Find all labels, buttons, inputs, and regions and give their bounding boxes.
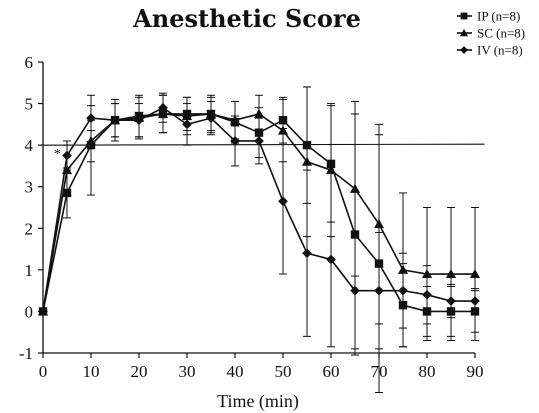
data-point [398,285,408,296]
reference-line-layer: * [42,143,485,162]
data-point [38,306,48,317]
y-tick-label: 6 [25,53,34,72]
legend-label: IP (n=8) [477,9,520,24]
x-tick-label: 50 [275,362,292,381]
x-tick-label: 0 [39,362,48,381]
y-tick-label: 0 [25,302,34,321]
significance-annotation: * [54,147,61,162]
x-tick-label: 90 [467,362,484,381]
data-point [206,113,216,123]
y-tick-label: 2 [25,219,34,238]
data-point [230,136,240,146]
y-tick-label: -1 [19,344,33,363]
x-tick-label: 60 [323,362,340,381]
data-point [373,219,385,229]
series-diamond [38,92,480,350]
legend-marker [459,28,469,37]
x-tick-label: 20 [131,362,148,381]
y-tick-label: 5 [25,95,34,114]
series-layer [37,86,481,393]
data-point [134,115,144,126]
legend-marker [460,46,468,54]
x-tick-label: 40 [227,362,244,381]
legend-marker [460,12,468,20]
data-point [254,136,264,146]
data-point [86,113,96,123]
legend-label: IV (n=8) [477,43,523,58]
y-tick-label: 4 [25,136,34,155]
data-point [469,268,481,279]
reference-line [42,143,485,146]
y-tick-label: 1 [25,261,34,280]
data-point [326,254,336,265]
x-tick-label: 10 [83,362,100,381]
legend: IP (n=8) SC (n=8) IV (n=8) [457,9,525,58]
data-point [301,156,313,166]
data-point [470,296,480,306]
x-axis-label: Time (min) [217,391,299,412]
data-point [374,285,384,296]
data-point [158,102,168,113]
data-point [349,183,361,193]
chart-title: Anesthetic Score [132,4,361,33]
data-point [446,296,456,306]
data-point [422,289,432,300]
y-tick-label: 3 [25,178,34,197]
data-point [350,285,360,296]
data-point [253,108,265,118]
data-point [278,196,288,207]
data-point [302,248,312,259]
data-point [445,268,457,279]
x-tick-label: 30 [179,362,196,381]
data-point [110,115,120,126]
data-point [62,150,72,161]
legend-label: SC (n=8) [477,26,525,41]
data-point [182,119,192,130]
data-point [85,135,97,146]
x-tick-label: 80 [419,362,436,381]
